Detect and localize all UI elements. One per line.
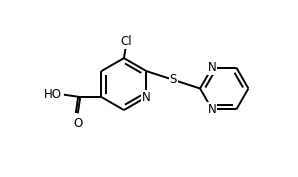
Text: HO: HO	[44, 88, 62, 101]
Text: Cl: Cl	[120, 35, 132, 48]
Text: S: S	[170, 73, 177, 86]
Text: N: N	[208, 61, 217, 74]
Text: O: O	[73, 117, 83, 130]
Text: N: N	[142, 91, 151, 104]
Text: N: N	[208, 103, 217, 116]
